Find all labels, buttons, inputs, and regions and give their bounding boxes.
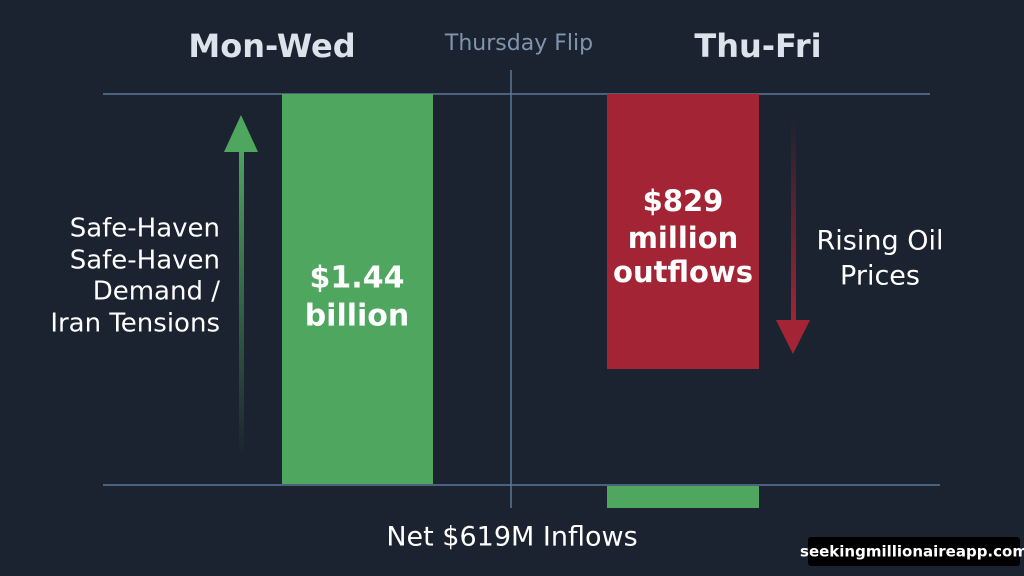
up-arrow-head	[224, 115, 258, 152]
center-title: Thursday Flip	[444, 31, 593, 56]
left-label-line: Iran Tensions	[50, 309, 220, 339]
watermark-box	[808, 537, 1020, 566]
down-arrow-head	[776, 320, 810, 354]
left-label: Safe-Haven Safe-Haven Demand / Iran Tens…	[50, 214, 220, 339]
outflow-line: outflows	[613, 255, 753, 289]
left-label-line: Safe-Haven	[70, 246, 220, 276]
net-label: Net $619M Inflows	[386, 522, 637, 553]
outflow-line: million	[628, 221, 739, 255]
inflow-line: $1.44	[310, 261, 405, 296]
inflow-line: billion	[305, 299, 410, 334]
net-bar	[607, 486, 759, 508]
left-label-line: Demand /	[93, 277, 221, 307]
right-title: Thu-Fri	[694, 27, 821, 65]
outflow-bar	[607, 94, 759, 369]
up-arrow-shaft	[239, 145, 244, 455]
down-arrow-shaft	[791, 118, 796, 328]
outflow-label: $829 million outflows	[613, 184, 753, 289]
outflow-line: $829	[643, 184, 724, 218]
right-label: Rising Oil Prices	[817, 226, 944, 292]
watermark: seekingmillionaireapp.com	[800, 543, 1024, 561]
right-label-line: Rising Oil	[817, 226, 944, 257]
left-label-line: Safe-Haven	[70, 214, 220, 244]
inflow-bar	[282, 94, 433, 484]
right-label-line: Prices	[840, 261, 920, 292]
left-title: Mon-Wed	[188, 27, 355, 65]
inflow-label: $1.44 billion	[305, 261, 410, 334]
